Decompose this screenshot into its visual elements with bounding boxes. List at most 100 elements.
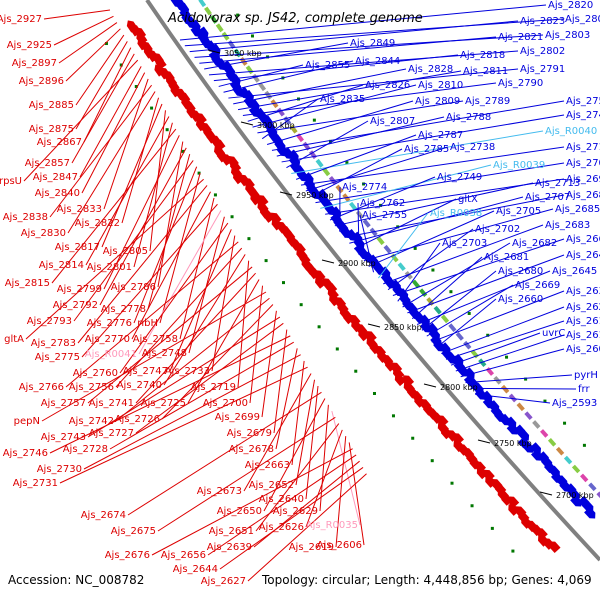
gc-marker [449,290,453,294]
leader-line [286,120,369,169]
gene-label-reverse: Ajs_2731 [13,478,58,489]
gene-arrow-forward [584,506,596,519]
leader-line [344,194,565,238]
gene-label-reverse: Ajs_2679 [227,428,272,439]
leader-line [151,448,353,556]
feature-band [198,0,207,8]
gc-marker [413,246,417,250]
leader-line [115,297,270,422]
gene-arrow-reverse [358,329,370,342]
gene-label-forward: Ajs_2704 [566,158,600,169]
leader-line [109,341,294,450]
leader-line [79,66,142,178]
gene-label-forward: Ajs_2681 [484,252,529,263]
gc-marker [430,459,434,463]
gene-label-reverse: Ajs_2775 [35,352,80,363]
leader-line [67,91,156,234]
feature-band [419,288,428,298]
leader-line [103,78,149,210]
gc-marker [247,237,251,241]
feature-band [221,31,230,41]
leader-line [228,68,519,99]
gene-label-reverse: Ajs_2740 [117,380,162,391]
gene-label-reverse: Ajs_2678 [229,444,274,455]
leader-line [455,334,565,372]
gene-labels: Ajs_2820 Ajs_2804Ajs_2823 Ajs_2803Ajs_2821… [0,0,600,587]
feature-band [308,150,318,160]
leader-line [281,114,565,163]
gene-label-reverse: Ajs_2639 [207,542,252,553]
gene-label-reverse: Ajs_2885 [29,100,74,111]
leader-line [331,410,361,526]
gene-label-reverse: Ajs_2719 [191,382,236,393]
gene-label-forward: Ajs_2702 [475,224,520,235]
leader-line [135,322,284,434]
leader-line [81,72,146,194]
leader-line [353,198,457,250]
gc-marker [505,355,509,359]
gene-label-forward: Ajs_2749 [437,172,482,183]
leader-line [275,348,298,450]
leader-line [470,387,577,390]
leader-line [305,146,449,192]
leader-line [348,442,365,546]
leader-line [305,385,319,500]
tick-mark [321,259,335,264]
gene-label-reverse: Ajs_2730 [37,464,82,475]
gene-label-forward: Ajs_2753 [566,96,600,107]
feature-band [555,446,565,456]
gene-label-forward: Ajs_2828 [408,64,453,75]
leader-line [219,467,364,570]
gc-marker [317,325,321,329]
gene-label-forward: Ajs_2755 [362,210,407,221]
feature-band [215,23,224,33]
leader-line [157,416,336,532]
gene-label-forward: Ajs_R0040 [545,126,597,137]
gene-label-reverse: Ajs_2656 [161,550,206,561]
gene-label-forward: Ajs_2682 [512,238,557,249]
leader-line [81,203,218,358]
leader-line [49,84,152,218]
gene-label-reverse: Ajs_2840 [35,188,80,199]
feature-band [580,473,589,483]
gene-label-reverse: Ajs_2805 [103,246,148,257]
leader-line [77,185,208,344]
gene-label-forward: Ajs_2835 [320,94,365,105]
gc-marker [119,63,123,67]
leader-line [475,393,551,404]
tick-mark [477,439,491,444]
gene-label-reverse: Ajs_2815 [5,278,50,289]
gene-label-reverse: Ajs_2626 [259,522,304,533]
gene-arrow-forward [570,494,582,507]
gc-marker [431,268,435,272]
leader-line [249,285,264,404]
leader-line [315,162,565,204]
feature-band [209,14,218,24]
gc-marker [391,414,395,418]
feature-band [508,393,518,403]
gene-label-forward: Ajs_2662 [566,234,600,245]
gene-arrow-reverse [394,374,407,387]
leader-line [133,122,173,268]
feature-band [524,411,533,421]
gene-label-reverse: Ajs_2606 [317,540,362,551]
gene-label-forward: Ajs_2617 [566,316,600,327]
leader-line [127,391,322,516]
gene-label-reverse: Ajs_2875 [29,124,74,135]
leader-line [65,28,121,82]
gene-label-forward: Ajs_2789 [465,96,510,107]
feature-band [563,455,573,465]
leader-line [387,228,474,291]
leader-line [71,53,135,164]
gene-label-reverse: Ajs_2799 [57,284,102,295]
gene-label-reverse: Ajs_2675 [111,526,156,537]
gene-label-reverse: Ajs_2793 [27,316,72,327]
gene-label-reverse: Ajs_2817 [55,242,100,253]
gene-label-reverse: pepN [14,416,40,427]
leader-line [329,176,436,221]
gc-marker [470,504,474,508]
gc-marker [250,34,254,38]
gene-label-reverse: Ajs_2778 [101,304,146,315]
gene-label-reverse: Ajs_2833 [57,204,102,215]
